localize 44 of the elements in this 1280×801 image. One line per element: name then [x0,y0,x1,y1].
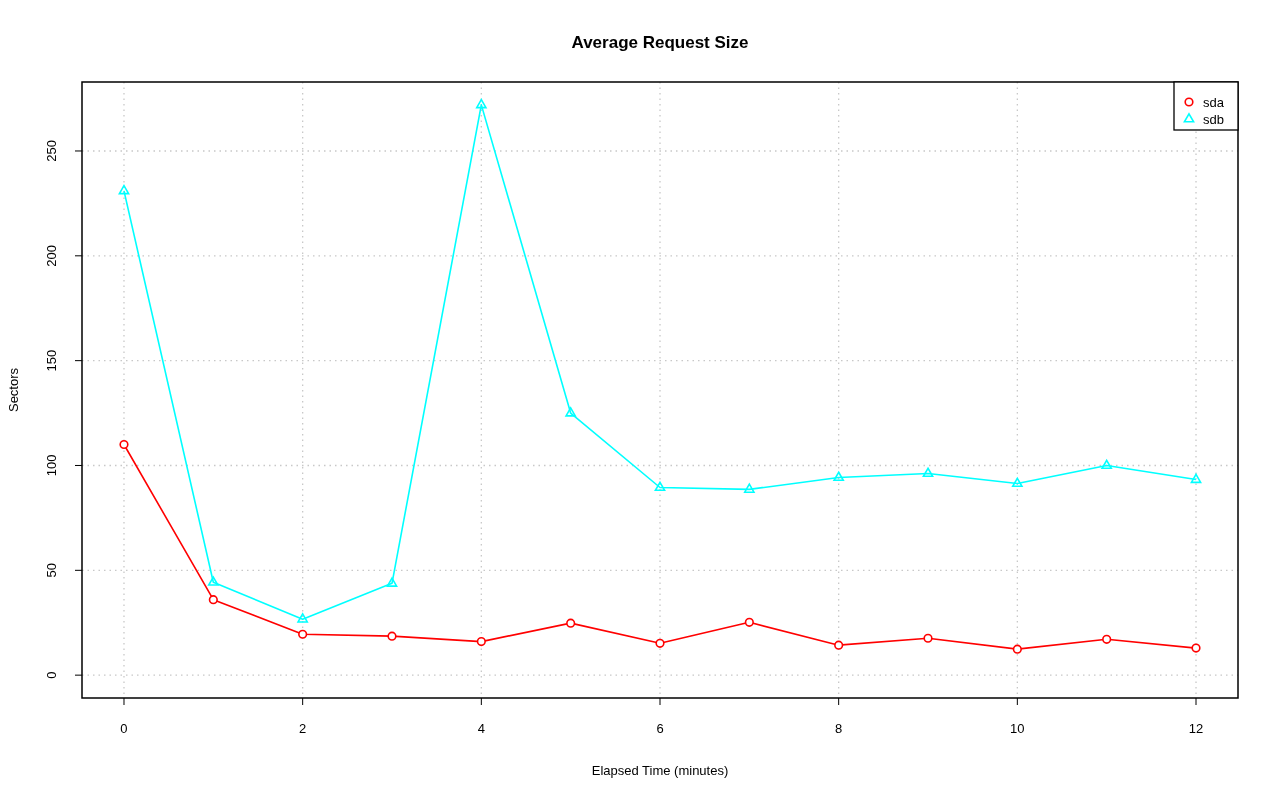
x-tick-label: 0 [120,721,128,736]
point [386,577,398,587]
point [119,439,129,450]
point [655,638,665,648]
x-tick-label: 6 [656,721,664,736]
point [923,633,933,643]
x-tick-label: 8 [835,721,843,736]
legend-label: sdb [1203,112,1224,127]
point [744,617,754,627]
legend-label: sda [1203,95,1225,110]
x-tick-label: 10 [1010,721,1025,736]
point [654,481,666,492]
point [208,595,218,605]
point [834,640,844,650]
y-tick-label: 100 [44,454,59,477]
point [297,613,309,623]
point [298,629,308,639]
point [1102,634,1112,644]
point [1101,459,1113,470]
point [207,576,219,586]
y-tick-label: 50 [44,563,59,578]
point [566,618,576,628]
point [1012,644,1022,654]
point [833,471,845,482]
x-tick-label: 2 [299,721,307,736]
y-axis-title: Sectors [6,367,21,413]
y-tick-label: 150 [44,349,59,372]
point [743,483,755,493]
x-tick-label: 4 [477,721,485,736]
point [475,98,487,109]
point [387,631,397,641]
point [922,467,934,478]
x-axis-title: Elapsed Time (minutes) [591,763,729,778]
y-tick-label: 250 [44,140,59,162]
y-tick-label: 0 [44,671,59,679]
y-tick-label: 200 [44,244,59,267]
point [565,407,577,417]
point [476,637,486,647]
chart-title: Average Request Size [571,33,749,52]
point [1190,473,1202,484]
point [1011,477,1023,488]
x-tick-label: 12 [1188,721,1204,736]
point [118,184,130,195]
point [1191,643,1201,653]
